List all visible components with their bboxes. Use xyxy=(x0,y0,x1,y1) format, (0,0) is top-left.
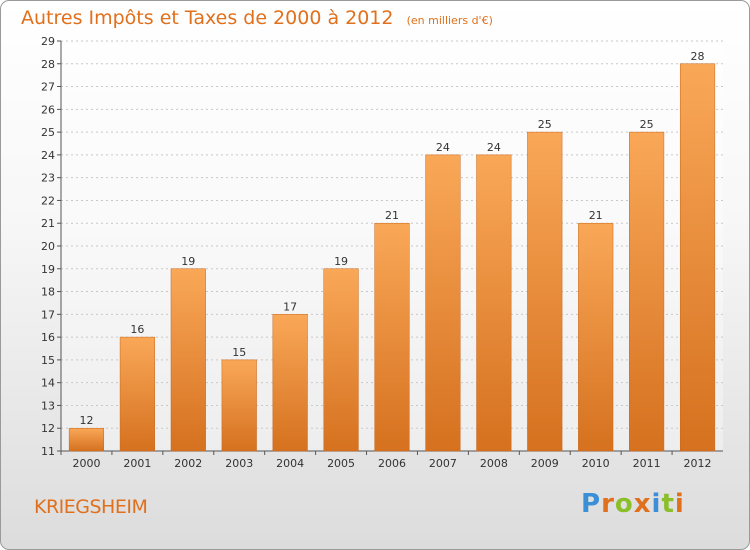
bar xyxy=(68,427,105,452)
y-tick-label: 27 xyxy=(41,81,55,94)
bar-value-label: 15 xyxy=(232,346,246,359)
x-tick-label: 2010 xyxy=(582,457,610,470)
bar xyxy=(476,154,512,452)
x-tick-label: 2007 xyxy=(429,457,457,470)
y-tick-label: 20 xyxy=(41,240,55,253)
logo-letter: x xyxy=(633,489,652,519)
logo-letter: P xyxy=(581,489,602,519)
bar-value-label: 25 xyxy=(538,118,552,131)
y-tick-label: 23 xyxy=(41,172,55,185)
y-tick-label: 12 xyxy=(41,422,55,435)
y-tick-label: 24 xyxy=(41,149,55,162)
bar xyxy=(679,63,716,452)
bar-value-label: 21 xyxy=(385,209,399,222)
bar xyxy=(527,131,563,452)
x-tick-label: 2005 xyxy=(327,457,355,470)
chart-title-text: Autres Impôts et Taxes de 2000 à 2012 xyxy=(21,7,394,29)
x-tick-label: 2001 xyxy=(123,457,151,470)
proxiti-logo: Proxiti xyxy=(581,489,685,519)
bar-value-label: 25 xyxy=(640,118,654,131)
x-tick-label: 2008 xyxy=(480,457,508,470)
bar xyxy=(272,314,308,452)
y-tick-label: 11 xyxy=(41,445,55,458)
logo-letter: i xyxy=(651,489,662,519)
bar xyxy=(374,222,410,452)
y-tick-label: 14 xyxy=(41,377,55,390)
y-tick-label: 13 xyxy=(41,399,55,412)
y-tick-label: 17 xyxy=(41,308,55,321)
y-tick-label: 16 xyxy=(41,331,55,344)
y-tick-label: 25 xyxy=(41,126,55,139)
logo-letter: r xyxy=(601,489,615,519)
x-tick-label: 2006 xyxy=(378,457,406,470)
bar xyxy=(578,222,614,452)
bar xyxy=(425,154,461,452)
bar-value-label: 28 xyxy=(691,50,705,63)
bar-value-label: 24 xyxy=(487,141,501,154)
bar-value-label: 21 xyxy=(589,209,603,222)
y-tick-label: 29 xyxy=(41,35,55,48)
x-tick-label: 2011 xyxy=(633,457,661,470)
x-tick-label: 2000 xyxy=(72,457,100,470)
logo-letter: t xyxy=(661,489,675,519)
logo-letter: o xyxy=(614,489,634,519)
bar-value-label: 12 xyxy=(79,414,93,427)
bar-value-label: 24 xyxy=(436,141,450,154)
logo-letter: i xyxy=(674,489,685,519)
y-tick-label: 18 xyxy=(41,286,55,299)
y-tick-label: 28 xyxy=(41,58,55,71)
bar-value-label: 17 xyxy=(283,300,297,313)
y-tick-label: 22 xyxy=(41,194,55,207)
bar xyxy=(221,359,257,452)
bar xyxy=(323,268,359,452)
bar xyxy=(629,131,665,452)
bar-value-label: 19 xyxy=(334,255,348,268)
chart-title: Autres Impôts et Taxes de 2000 à 2012 (e… xyxy=(21,7,493,29)
bar-value-label: 19 xyxy=(181,255,195,268)
x-tick-label: 2004 xyxy=(276,457,304,470)
y-tick-label: 26 xyxy=(41,103,55,116)
commune-name: KRIEGSHEIM xyxy=(34,496,148,518)
bar xyxy=(170,268,206,452)
x-tick-label: 2012 xyxy=(684,457,712,470)
x-tick-label: 2002 xyxy=(174,457,202,470)
bar xyxy=(119,336,155,452)
y-tick-label: 15 xyxy=(41,354,55,367)
x-tick-label: 2009 xyxy=(531,457,559,470)
chart-unit-text: (en milliers d'€) xyxy=(406,14,493,27)
y-tick-label: 21 xyxy=(41,217,55,230)
x-tick-label: 2003 xyxy=(225,457,253,470)
bar-value-label: 16 xyxy=(130,323,144,336)
y-tick-label: 19 xyxy=(41,263,55,276)
